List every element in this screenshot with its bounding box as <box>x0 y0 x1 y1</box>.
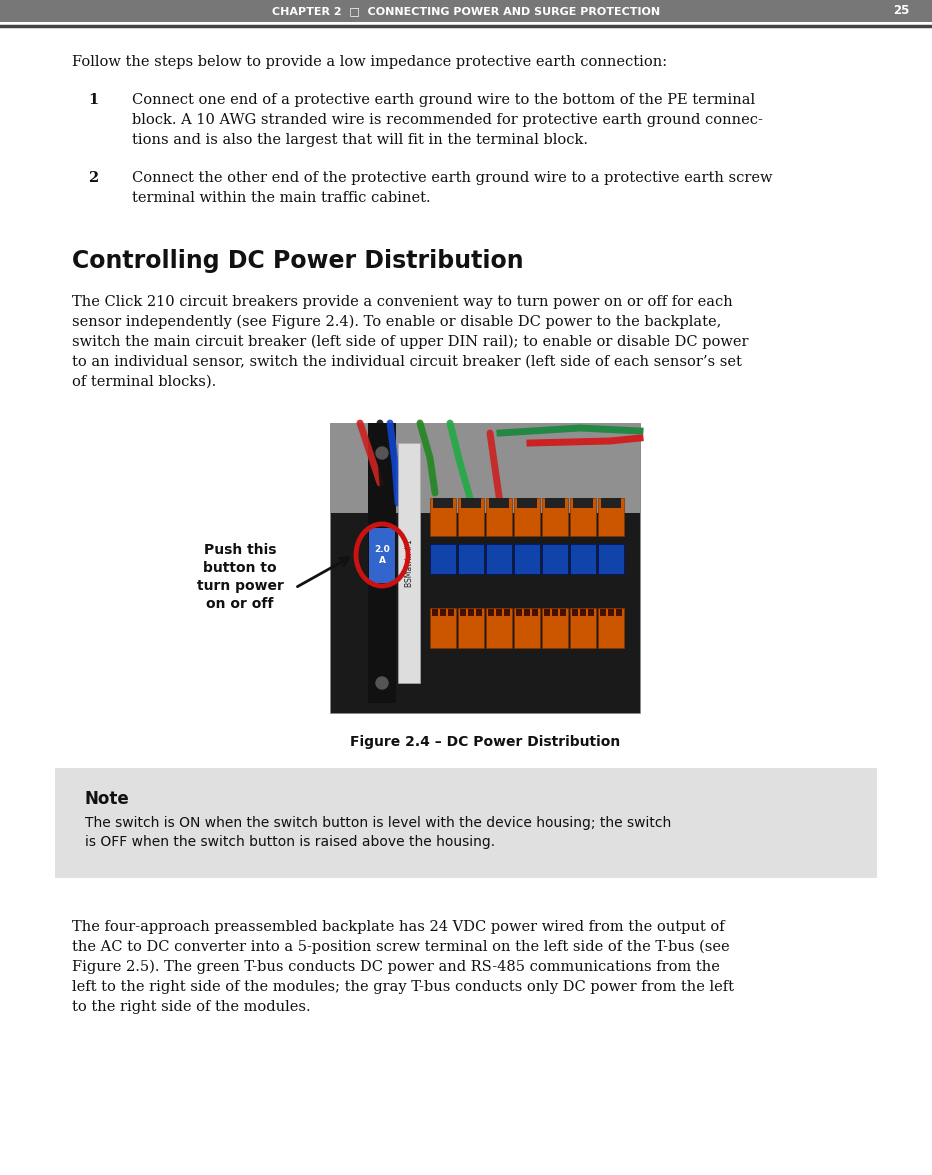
Text: Connect one end of a protective earth ground wire to the bottom of the PE termin: Connect one end of a protective earth gr… <box>132 93 755 107</box>
Circle shape <box>376 446 388 459</box>
Bar <box>0 0 932 22</box>
Text: is OFF when the switch button is raised above the housing.: is OFF when the switch button is raised … <box>85 835 495 850</box>
Bar <box>552 609 558 616</box>
Bar <box>600 609 606 616</box>
Text: of terminal blocks).: of terminal blocks). <box>72 375 216 389</box>
Text: CHAPTER 2  □  CONNECTING POWER AND SURGE PROTECTION: CHAPTER 2 □ CONNECTING POWER AND SURGE P… <box>272 6 660 16</box>
Bar <box>542 607 568 647</box>
Bar <box>504 609 510 616</box>
Bar <box>570 607 596 647</box>
Bar <box>489 498 509 508</box>
Bar <box>514 498 540 536</box>
Text: tions and is also the largest that will fit in the terminal block.: tions and is also the largest that will … <box>132 133 588 147</box>
Bar <box>572 609 578 616</box>
Bar <box>544 609 550 616</box>
Text: Controlling DC Power Distribution: Controlling DC Power Distribution <box>72 249 524 273</box>
Bar <box>514 607 540 647</box>
Bar <box>542 498 568 536</box>
Bar <box>476 609 482 616</box>
Text: the AC to DC converter into a 5-position screw terminal on the left side of the : the AC to DC converter into a 5-position… <box>72 940 730 954</box>
Bar <box>616 609 622 616</box>
Text: on or off: on or off <box>206 597 274 611</box>
Bar <box>433 498 453 508</box>
Bar <box>598 498 624 536</box>
Bar <box>580 609 586 616</box>
Bar <box>588 609 594 616</box>
Bar <box>486 498 512 536</box>
Bar <box>570 498 596 536</box>
Text: BSMatrix #1: BSMatrix #1 <box>404 539 414 586</box>
Text: 25: 25 <box>894 5 910 18</box>
Bar <box>532 609 538 616</box>
Text: Push this: Push this <box>204 543 276 557</box>
Text: Note: Note <box>85 790 130 808</box>
Bar <box>330 423 640 513</box>
Bar <box>488 609 494 616</box>
Bar <box>486 607 512 647</box>
Bar <box>524 609 530 616</box>
Text: switch the main circuit breaker (left side of upper DIN rail); to enable or disa: switch the main circuit breaker (left si… <box>72 335 748 349</box>
Bar <box>545 498 565 508</box>
Circle shape <box>376 677 388 689</box>
Bar <box>486 544 512 575</box>
Bar <box>430 544 456 575</box>
Text: 1: 1 <box>88 93 98 107</box>
Bar <box>369 528 395 583</box>
Bar <box>440 609 446 616</box>
Bar <box>458 498 484 536</box>
Bar <box>542 544 568 575</box>
Text: Figure 2.4 – DC Power Distribution: Figure 2.4 – DC Power Distribution <box>350 736 620 748</box>
Bar <box>458 544 484 575</box>
Bar <box>496 609 502 616</box>
Text: button to: button to <box>203 560 277 575</box>
Text: sensor independently (see Figure 2.4). To enable or disable DC power to the back: sensor independently (see Figure 2.4). T… <box>72 315 721 329</box>
Text: The four-approach preassembled backplate has 24 VDC power wired from the output : The four-approach preassembled backplate… <box>72 920 724 934</box>
Text: The Click 210 circuit breakers provide a convenient way to turn power on or off : The Click 210 circuit breakers provide a… <box>72 295 733 309</box>
Bar <box>398 443 420 683</box>
Text: 2.0
A: 2.0 A <box>374 545 390 565</box>
Bar <box>330 423 640 713</box>
Text: 2: 2 <box>88 172 98 184</box>
Bar <box>570 544 596 575</box>
Text: Connect the other end of the protective earth ground wire to a protective earth : Connect the other end of the protective … <box>132 172 773 184</box>
Bar <box>448 609 454 616</box>
Bar <box>460 609 466 616</box>
Bar <box>598 607 624 647</box>
Bar <box>430 607 456 647</box>
Bar <box>368 423 396 703</box>
Text: block. A 10 AWG stranded wire is recommended for protective earth ground connec-: block. A 10 AWG stranded wire is recomme… <box>132 113 763 127</box>
Bar <box>514 544 540 575</box>
Bar <box>55 768 877 878</box>
Text: to the right side of the modules.: to the right side of the modules. <box>72 1000 310 1014</box>
Bar <box>598 544 624 575</box>
Bar <box>516 609 522 616</box>
Bar <box>461 498 481 508</box>
Bar <box>432 609 438 616</box>
Text: Figure 2.5). The green T-bus conducts DC power and RS-485 communications from th: Figure 2.5). The green T-bus conducts DC… <box>72 960 720 974</box>
Bar <box>573 498 593 508</box>
Text: turn power: turn power <box>197 579 283 593</box>
Text: Follow the steps below to provide a low impedance protective earth connection:: Follow the steps below to provide a low … <box>72 55 667 69</box>
Bar <box>601 498 621 508</box>
Bar <box>560 609 566 616</box>
Bar <box>608 609 614 616</box>
Bar <box>458 607 484 647</box>
Bar <box>430 498 456 536</box>
Text: terminal within the main traffic cabinet.: terminal within the main traffic cabinet… <box>132 192 431 204</box>
Text: left to the right side of the modules; the gray T-bus conducts only DC power fro: left to the right side of the modules; t… <box>72 980 734 994</box>
Bar <box>468 609 474 616</box>
Bar <box>517 498 537 508</box>
Text: to an individual sensor, switch the individual circuit breaker (left side of eac: to an individual sensor, switch the indi… <box>72 355 742 369</box>
Text: The switch is ON when the switch button is level with the device housing; the sw: The switch is ON when the switch button … <box>85 815 671 830</box>
